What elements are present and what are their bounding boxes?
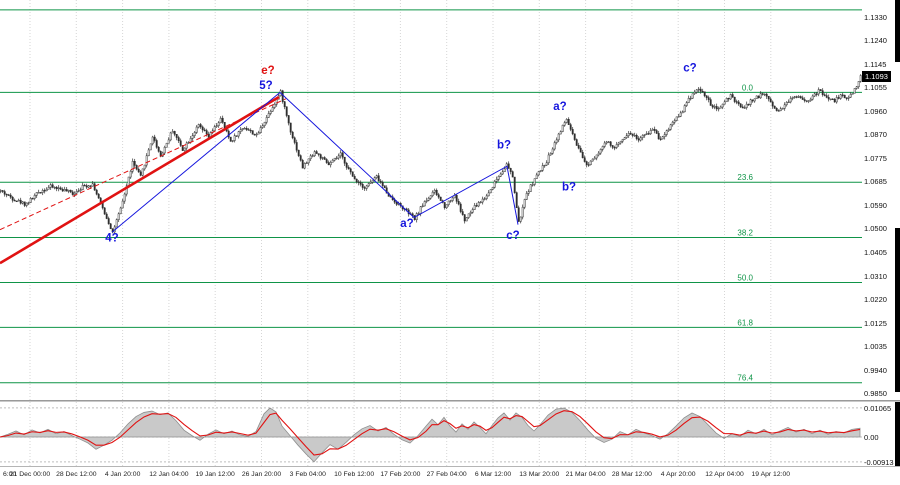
time-axis-label: 28 Mar 12:00	[611, 471, 652, 478]
time-axis-label: 17 Feb 20:00	[380, 471, 421, 478]
price-axis-label: 1.0685	[864, 176, 887, 186]
time-axis-label: 19 Jan 12:00	[195, 471, 235, 478]
fib-level-label: 61.8	[737, 318, 753, 327]
price-axis-label: 1.1145	[864, 59, 887, 69]
wave-label: c?	[683, 62, 696, 74]
oscillator-axis: 0.01065 0.00 -0.00913	[862, 402, 896, 467]
wave-label: 4?	[105, 232, 118, 244]
price-axis-label: 1.1330	[864, 13, 887, 22]
wave-label: b?	[497, 139, 511, 151]
price-axis-label: 1.1055	[864, 82, 887, 92]
window-edge-strip	[895, 0, 900, 62]
price-axis[interactable]: 1.1093 1.1330 1.1240 1.1145 1.1055 1.0960 1.0…	[862, 0, 896, 400]
time-axis-label: 3 Feb 04:00	[289, 471, 326, 478]
price-axis-label: 0.9850	[864, 388, 887, 398]
price-axis-label: 1.0310	[864, 271, 887, 281]
time-axis-label: 12 Apr 04:00	[705, 471, 744, 478]
wave-label: a?	[400, 218, 413, 230]
time-axis-label: 27 Feb 04:00	[426, 471, 467, 478]
fibonacci-levels: 0.0 23.6 38.2 50.0 61.8 76.4	[0, 9, 862, 384]
fib-level-label: 23.6	[737, 173, 753, 182]
price-axis-label: 1.0125	[864, 318, 887, 328]
time-axis-label: 21 Mar 04:00	[565, 471, 606, 478]
price-axis-label: 1.0870	[864, 129, 887, 139]
window-edge-strip	[895, 228, 900, 392]
time-axis[interactable]: 6:00 21 Dec 00:00 28 Dec 12:00 4 Jan 20:00 1…	[0, 466, 900, 485]
elliott-zigzag-line	[111, 91, 519, 233]
wave-label: c?	[506, 230, 519, 242]
time-axis-label: 10 Feb 12:00	[334, 471, 375, 478]
time-axis-label: 21 Dec 00:00	[9, 471, 51, 478]
price-axis-label: 1.0960	[864, 106, 887, 116]
wave-label: a?	[553, 101, 566, 113]
chart-grid	[29, 0, 772, 400]
time-axis-label: 28 Dec 12:00	[56, 471, 97, 478]
time-axis-label: 6:00	[3, 471, 17, 478]
time-axis-label: 26 Jan 20:00	[241, 471, 282, 478]
window-edge-strip	[895, 402, 900, 466]
panel-resize-divider[interactable]	[0, 400, 900, 402]
trendline-dashed	[0, 98, 287, 231]
price-axis-label: 1.0775	[864, 153, 887, 163]
oscillator-signal-line	[0, 410, 861, 456]
price-axis-label: 1.1240	[864, 35, 887, 45]
fib-level-label: 76.4	[737, 374, 753, 383]
time-axis-label: 13 Mar 20:00	[519, 471, 560, 478]
oscillator-axis-label: 0.00	[864, 433, 879, 442]
wave-label: b?	[562, 181, 576, 193]
time-axis-label: 4 Apr 20:00	[660, 471, 696, 478]
fib-level-label: 50.0	[737, 273, 753, 282]
fib-level-label: 0.0	[742, 83, 754, 92]
time-axis-label: 12 Jan 04:00	[149, 471, 189, 478]
trendline-solid	[0, 95, 280, 265]
wave-label: e?	[261, 65, 274, 77]
oscillator-plot[interactable]	[0, 402, 862, 466]
candles-layer	[0, 74, 862, 235]
trendlines	[0, 95, 287, 265]
oscillator-area	[0, 407, 861, 463]
price-axis-label: 1.0500	[864, 223, 887, 233]
oscillator-axis-label: -0.00913	[864, 457, 894, 467]
current-price-tag: 1.1093	[862, 71, 891, 83]
price-axis-label: 1.0590	[864, 200, 887, 210]
price-axis-label: 1.0405	[864, 247, 887, 257]
fib-level-label: 38.2	[737, 229, 753, 238]
price-axis-label: 1.0035	[864, 341, 887, 351]
wave-labels: e? 5? 4? a? b? c? a? b? c?	[105, 62, 696, 244]
time-axis-label: 19 Apr 12:00	[751, 471, 791, 478]
oscillator-axis-label: 0.01065	[864, 403, 892, 413]
price-axis-label: 0.9940	[864, 365, 887, 375]
wave-label: 5?	[259, 80, 272, 92]
price-axis-label: 1.0220	[864, 294, 887, 304]
main-chart-plot[interactable]: 0.0 23.6 38.2 50.0 61.8 76.4 e? 5? 4? a? b? c? a? b? c…	[0, 0, 862, 400]
time-axis-label: 6 Mar 12:00	[474, 471, 512, 478]
time-axis-label: 4 Jan 20:00	[104, 471, 141, 478]
